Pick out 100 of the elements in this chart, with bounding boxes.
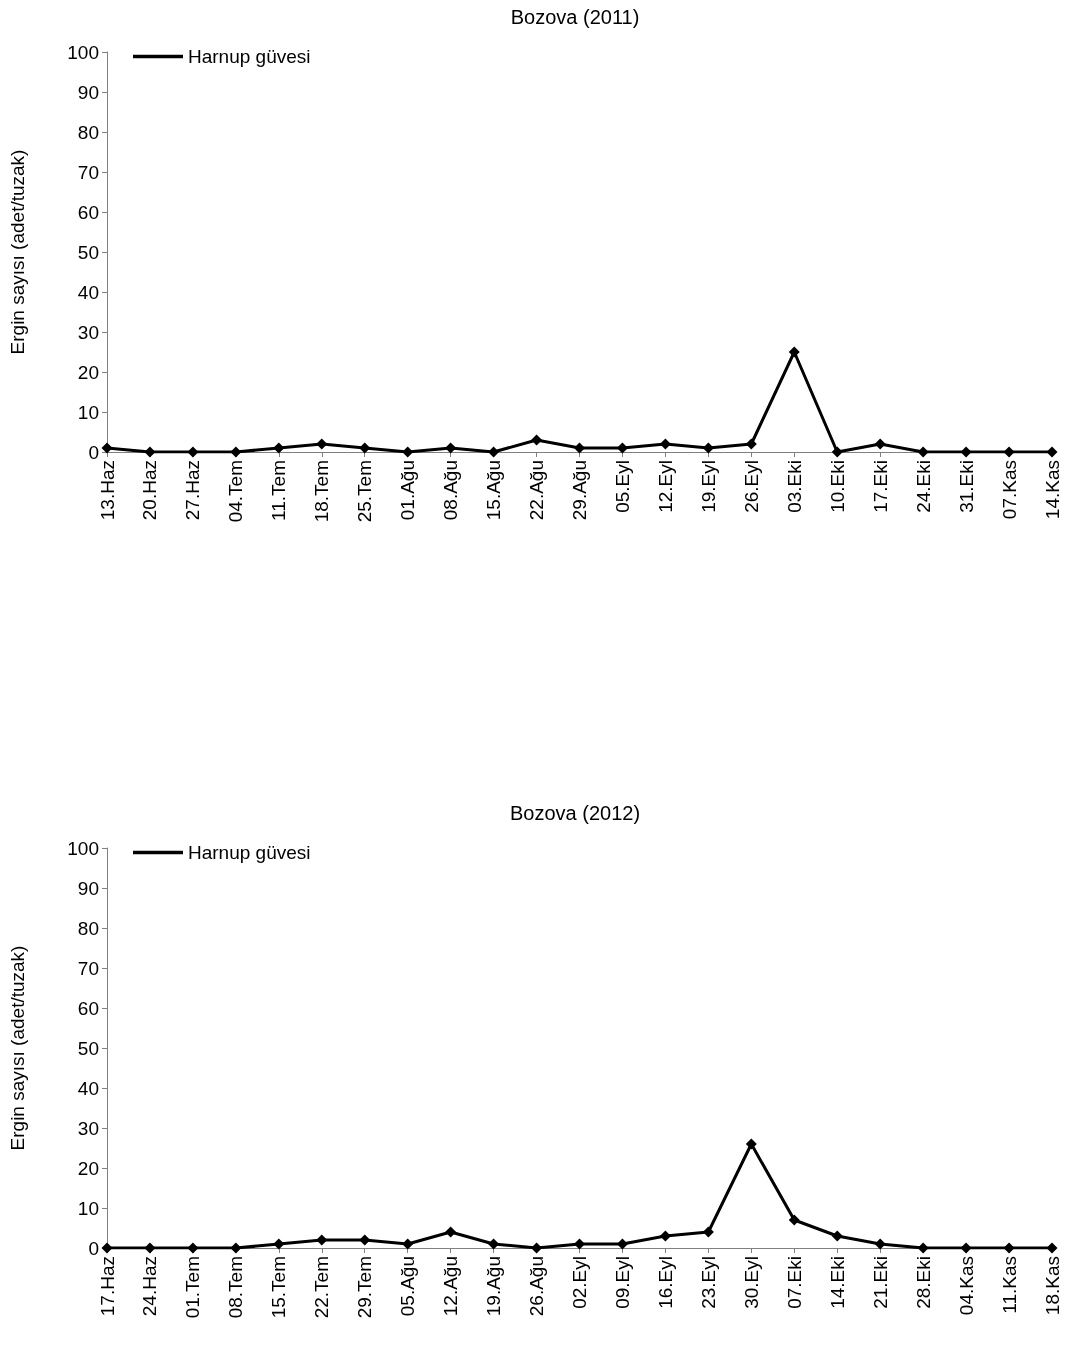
- x-tick-label: 14.Kas: [1041, 460, 1063, 520]
- y-tick-label: 90: [77, 81, 99, 103]
- x-tick-label: 27.Haz: [182, 460, 204, 521]
- y-tick-label: 50: [77, 1037, 99, 1059]
- x-tick-label: 05.Eyl: [611, 460, 633, 513]
- point: [144, 1242, 156, 1254]
- point: [187, 446, 199, 458]
- y-tick-label: 30: [77, 321, 99, 343]
- x-tick-label: 01.Tem: [182, 1256, 204, 1319]
- y-tick-label: 80: [77, 917, 99, 939]
- y-tick-label: 50: [77, 241, 99, 263]
- y-axis-title: Ergin sayısı (adet/tuzak): [7, 945, 28, 1151]
- x-tick-label: 11.Kas: [998, 1256, 1020, 1314]
- point: [101, 1242, 113, 1254]
- legend-label: Harnup güvesi: [188, 46, 311, 67]
- point: [359, 442, 371, 454]
- point: [273, 442, 285, 454]
- y-tick-label: 90: [77, 877, 99, 899]
- x-tick-label: 23.Eyl: [697, 1256, 719, 1309]
- x-tick-label: 18.Kas: [1041, 1256, 1063, 1316]
- point: [874, 438, 886, 450]
- x-tick-label: 14.Eki: [826, 1256, 848, 1309]
- x-tick-label: 15.Tem: [268, 1256, 290, 1319]
- x-tick-label: 04.Kas: [955, 1256, 977, 1316]
- x-tick-label: 18.Tem: [311, 460, 333, 523]
- point: [659, 1230, 671, 1242]
- x-tick-label: 31.Eki: [955, 460, 977, 513]
- x-tick-label: 11.Tem: [268, 460, 290, 521]
- point: [531, 434, 543, 446]
- x-tick-label: 01.Ağu: [397, 460, 419, 521]
- x-tick-label: 04.Tem: [225, 460, 247, 523]
- x-tick-label: 20.Haz: [139, 460, 161, 521]
- point: [831, 1230, 843, 1242]
- x-tick-label: 24.Haz: [139, 1256, 161, 1317]
- x-tick-label: 26.Ağu: [526, 1256, 548, 1317]
- y-tick-label: 70: [77, 957, 99, 979]
- point: [1003, 1242, 1015, 1254]
- y-axis-title: Ergin sayısı (adet/tuzak): [7, 149, 28, 355]
- point: [1003, 446, 1015, 458]
- x-tick-label: 02.Eyl: [569, 1256, 590, 1309]
- point: [101, 442, 113, 454]
- x-tick-label: 13.Haz: [96, 460, 118, 521]
- x-tick-label: 12.Eyl: [654, 460, 676, 513]
- y-tick-label: 0: [88, 1237, 99, 1259]
- x-tick-label: 09.Eyl: [611, 1256, 633, 1309]
- legend-label: Harnup güvesi: [188, 842, 311, 863]
- point: [874, 1238, 886, 1250]
- chart-title: Bozova (2011): [510, 6, 640, 28]
- point: [1046, 1242, 1058, 1254]
- y-tick-label: 100: [67, 837, 99, 859]
- x-tick-label: 08.Ağu: [440, 460, 462, 521]
- x-tick-label: 03.Eki: [783, 460, 805, 513]
- y-tick-label: 100: [67, 41, 99, 63]
- x-tick-label: 22.Ağu: [526, 460, 548, 521]
- chart-title: Bozova (2012): [509, 802, 641, 824]
- point: [960, 446, 972, 458]
- x-tick-label: 30.Eyl: [740, 1256, 762, 1309]
- x-tick-label: 19.Ağu: [483, 1256, 505, 1317]
- y-tick-label: 40: [77, 281, 99, 303]
- point: [960, 1242, 972, 1254]
- point: [788, 1214, 800, 1226]
- point: [917, 446, 929, 458]
- point: [574, 442, 585, 454]
- point: [445, 1226, 457, 1238]
- x-tick-label: 22.Tem: [311, 1256, 333, 1319]
- y-tick-label: 40: [77, 1077, 99, 1099]
- x-tick-label: 07.Kas: [998, 460, 1020, 520]
- point: [230, 446, 242, 458]
- point: [187, 1242, 199, 1254]
- x-tick-label: 28.Eki: [912, 1256, 934, 1309]
- point: [144, 446, 156, 458]
- x-tick-label: 12.Ağu: [440, 1256, 462, 1317]
- point: [1046, 446, 1058, 458]
- point: [402, 1238, 414, 1250]
- y-tick-label: 80: [77, 121, 99, 143]
- point: [316, 438, 328, 450]
- x-tick-label: 08.Tem: [225, 1256, 247, 1319]
- y-tick-label: 10: [77, 1197, 99, 1219]
- point: [917, 1242, 929, 1254]
- point: [745, 1138, 757, 1150]
- x-tick-label: 24.Eki: [912, 460, 934, 513]
- x-tick-label: 17.Haz: [96, 1256, 118, 1317]
- y-tick-label: 60: [77, 997, 99, 1019]
- y-tick-label: 0: [88, 441, 99, 463]
- y-tick-label: 20: [77, 361, 99, 383]
- x-tick-label: 17.Eki: [869, 460, 891, 513]
- x-tick-label: 29.Ağu: [569, 460, 590, 521]
- x-tick-label: 21.Eki: [869, 1256, 891, 1309]
- x-tick-label: 05.Ağu: [397, 1256, 419, 1317]
- y-tick-label: 20: [77, 1157, 99, 1179]
- x-tick-label: 07.Eki: [783, 1256, 805, 1309]
- y-tick-label: 70: [77, 161, 99, 183]
- point: [488, 446, 500, 458]
- y-tick-label: 10: [77, 401, 99, 423]
- x-tick-label: 10.Eki: [826, 460, 848, 513]
- x-tick-label: 19.Eyl: [697, 460, 719, 513]
- x-tick-label: 26.Eyl: [740, 460, 762, 513]
- x-tick-label: 29.Tem: [354, 1256, 376, 1319]
- point: [230, 1242, 242, 1254]
- x-tick-label: 25.Tem: [354, 460, 376, 523]
